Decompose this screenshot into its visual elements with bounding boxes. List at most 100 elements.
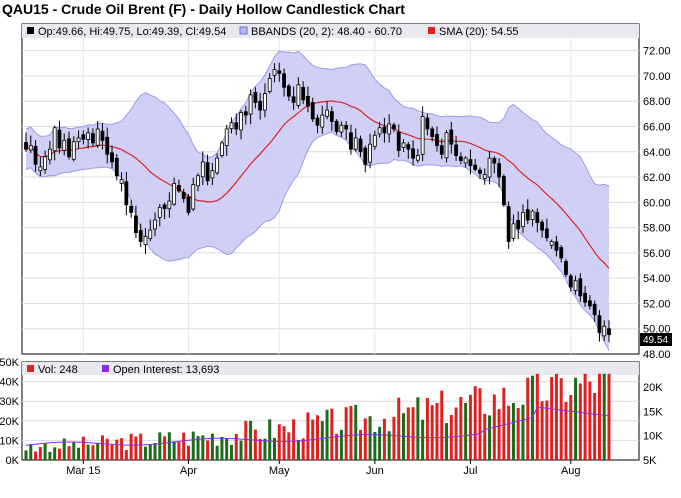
candle-body bbox=[568, 275, 573, 288]
candle-body bbox=[358, 138, 363, 153]
candle-body bbox=[243, 111, 248, 116]
candle bbox=[234, 113, 239, 136]
candle-body bbox=[277, 70, 282, 74]
candle-body bbox=[196, 175, 200, 187]
candle-body bbox=[382, 126, 387, 134]
candle-body bbox=[392, 124, 396, 130]
candle bbox=[516, 211, 521, 240]
volume-bar bbox=[244, 420, 248, 460]
volume-bar bbox=[430, 405, 434, 460]
candle bbox=[57, 120, 62, 154]
volume-bar bbox=[564, 402, 568, 460]
candle-body bbox=[439, 145, 444, 155]
candle bbox=[24, 132, 28, 152]
volume-bar bbox=[158, 432, 162, 460]
volume-bar bbox=[449, 415, 453, 460]
candle-body bbox=[172, 182, 177, 205]
candle-body bbox=[47, 148, 52, 161]
candle bbox=[110, 145, 114, 169]
volume-bar bbox=[110, 444, 114, 460]
volume-bar bbox=[483, 413, 487, 460]
volume-bar bbox=[96, 443, 100, 460]
candle bbox=[67, 131, 71, 160]
candle bbox=[272, 63, 277, 83]
candle bbox=[468, 149, 473, 175]
candle bbox=[411, 140, 415, 166]
price-tick-label: 70.00 bbox=[643, 71, 671, 83]
candle-body bbox=[267, 78, 272, 92]
candle bbox=[200, 151, 205, 185]
volume-bar bbox=[196, 436, 200, 460]
candle bbox=[162, 202, 167, 220]
ohlc-legend-text: Op:49.66, Hi:49.75, Lo:49.39, Cl:49.54 bbox=[38, 26, 226, 38]
candle-body bbox=[497, 163, 501, 178]
bband-fill bbox=[26, 51, 609, 351]
price-tick-label: 56.00 bbox=[643, 248, 671, 260]
candle bbox=[114, 153, 119, 181]
volume-bar bbox=[435, 403, 439, 460]
candle bbox=[463, 156, 468, 168]
candle-body bbox=[286, 85, 291, 97]
date-tick-label: Mar 15 bbox=[66, 465, 100, 477]
volume-bar bbox=[67, 446, 71, 460]
price-tick-label: 62.00 bbox=[643, 172, 671, 184]
candle bbox=[430, 126, 435, 142]
candle bbox=[258, 92, 263, 120]
volume-tick-label: 10K bbox=[0, 435, 20, 447]
volume-bar bbox=[445, 423, 449, 460]
candle bbox=[157, 203, 162, 227]
candle bbox=[530, 209, 535, 227]
candle bbox=[224, 124, 229, 157]
candle bbox=[43, 150, 48, 174]
candle-body bbox=[573, 280, 578, 291]
volume-bar bbox=[91, 445, 95, 460]
candle bbox=[377, 121, 382, 138]
candle-body bbox=[157, 206, 162, 218]
candle-body bbox=[587, 300, 592, 307]
candle bbox=[315, 114, 320, 134]
volume-bar bbox=[378, 426, 382, 460]
candle bbox=[353, 128, 358, 152]
candle bbox=[568, 273, 573, 292]
price-tick-label: 60.00 bbox=[643, 197, 671, 209]
candle-body bbox=[263, 93, 267, 111]
volume-bar bbox=[53, 447, 57, 460]
candle-body bbox=[181, 192, 186, 199]
candle bbox=[105, 127, 110, 164]
candle-body bbox=[62, 139, 67, 151]
candle bbox=[396, 124, 401, 158]
candle-body bbox=[234, 122, 239, 130]
candle-body bbox=[114, 157, 119, 177]
candle bbox=[415, 148, 420, 163]
candle-body bbox=[67, 138, 71, 158]
candle bbox=[33, 140, 38, 172]
candle-body bbox=[525, 209, 530, 221]
candle-body bbox=[420, 115, 425, 155]
price-tick-label: 48.00 bbox=[643, 349, 671, 361]
candle-body bbox=[415, 155, 420, 161]
candle-body bbox=[100, 130, 105, 141]
candle bbox=[454, 135, 458, 161]
candle-body bbox=[57, 129, 62, 149]
candle bbox=[587, 295, 592, 310]
candle bbox=[267, 73, 272, 94]
sma-legend-swatch bbox=[428, 27, 435, 34]
candle bbox=[263, 83, 267, 118]
candle bbox=[91, 128, 95, 147]
candle-body bbox=[430, 128, 435, 137]
volume-bar bbox=[316, 415, 319, 460]
candle bbox=[47, 140, 52, 165]
volume-bar bbox=[77, 447, 81, 460]
candle bbox=[306, 86, 310, 113]
volume-bar bbox=[349, 405, 353, 460]
candle bbox=[358, 135, 363, 157]
volume-bar bbox=[81, 436, 85, 460]
candle bbox=[296, 77, 301, 109]
candle-body bbox=[33, 146, 38, 165]
chart-title: QAU15 - Crude Oil Brent (F) - Daily Holl… bbox=[2, 1, 405, 17]
vol-legend-text: Vol: 248 bbox=[38, 364, 78, 376]
volume-bar bbox=[215, 445, 219, 460]
candle-body bbox=[516, 219, 521, 230]
candle-body bbox=[186, 196, 191, 213]
